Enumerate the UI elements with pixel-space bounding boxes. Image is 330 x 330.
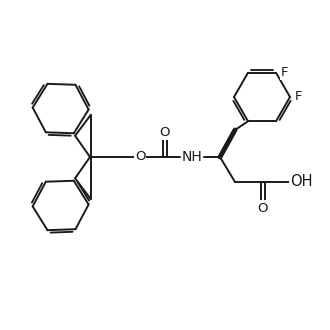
Text: O: O	[160, 125, 170, 139]
Text: F: F	[295, 90, 303, 104]
Text: F: F	[281, 66, 288, 79]
Text: O: O	[258, 202, 268, 214]
Text: OH: OH	[290, 175, 313, 189]
Text: O: O	[135, 150, 145, 163]
Text: NH: NH	[182, 150, 202, 164]
